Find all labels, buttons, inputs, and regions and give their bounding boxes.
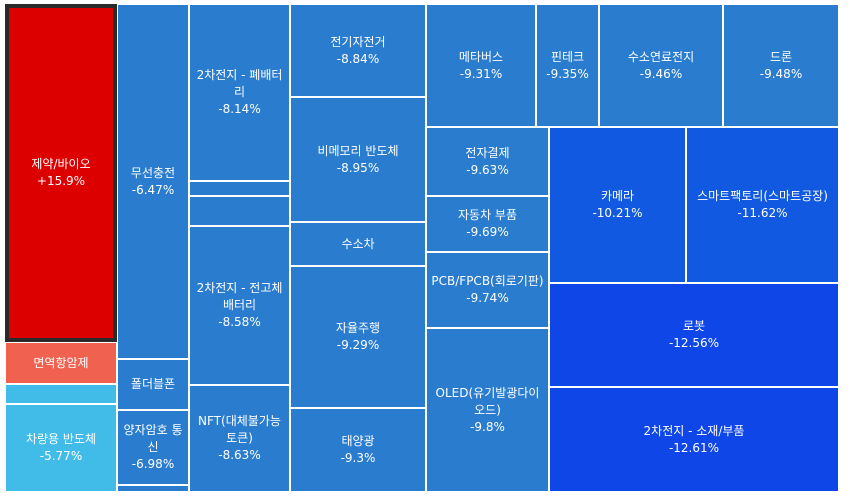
tile-2차전지-소재-부품[interactable]: 2차전지 - 소재/부품 -12.61%	[549, 387, 839, 492]
tile-로봇[interactable]: 로봇 -12.56%	[549, 283, 839, 387]
tile-change: -10.21%	[592, 206, 643, 220]
tile-name: 수소차	[341, 236, 375, 251]
tile-pcb-fpcb-회로기판[interactable]: PCB/FPCB(회로기판) -9.74%	[426, 252, 549, 328]
tile-name: 스마트팩토리(스마트공장)	[697, 189, 828, 203]
tile-change: -11.62%	[737, 206, 788, 220]
tile-차량용-반도체[interactable]: 차량용 반도체 -5.77%	[5, 404, 117, 492]
tile-unlabeled-10[interactable]	[189, 196, 290, 226]
tile-change: -6.98%	[131, 457, 175, 471]
tile-name: 로봇	[682, 319, 706, 333]
tile-면역항암제[interactable]: 면역항암제	[5, 342, 117, 384]
tile-name: OLED(유기발광다이오드)	[435, 385, 540, 417]
tile-name: 태양광	[341, 434, 375, 448]
tile-name: 메타버스	[458, 49, 504, 64]
tile-전기자전거[interactable]: 전기자전거 -8.84%	[290, 4, 426, 97]
tile-2차전지-전고체배터리[interactable]: 2차전지 - 전고체배터리 -8.58%	[189, 226, 290, 385]
tile-name: 카메라	[600, 189, 635, 203]
tile-name: 제약/바이오	[31, 157, 91, 171]
tile-양자암호-통신[interactable]: 양자암호 통신 -6.98%	[117, 410, 189, 485]
tile-change: +15.9%	[36, 174, 86, 188]
tile-change: -5.77%	[39, 449, 83, 463]
tile-제약-바이오[interactable]: 제약/바이오 +15.9%	[5, 4, 117, 342]
tile-name: 차량용 반도체	[25, 432, 97, 446]
tile-드론[interactable]: 드론 -9.48%	[723, 4, 839, 127]
tile-oled-유기발광다이오드[interactable]: OLED(유기발광다이오드) -9.8%	[426, 328, 549, 492]
tile-change: -9.63%	[466, 162, 509, 177]
tile-change: -12.56%	[668, 336, 720, 350]
tile-change: -9.35%	[546, 66, 589, 81]
tile-change: -6.47%	[131, 182, 175, 197]
tile-name: 자율주행	[335, 321, 381, 335]
tile-change: -8.84%	[336, 51, 380, 66]
tile-change: -9.3%	[340, 451, 376, 465]
tile-폴더블폰[interactable]: 폴더블폰	[117, 359, 189, 410]
tile-name: 전자결제	[465, 145, 510, 160]
tile-change: -9.69%	[466, 225, 509, 239]
tile-unlabeled-2[interactable]	[5, 384, 117, 404]
tile-카메라[interactable]: 카메라 -10.21%	[549, 127, 686, 283]
tile-무선충전[interactable]: 무선충전 -6.47%	[117, 4, 189, 359]
tile-change: -8.58%	[218, 315, 261, 329]
tile-비메모리-반도체[interactable]: 비메모리 반도체 -8.95%	[290, 97, 426, 222]
tile-change: -9.8%	[470, 419, 505, 434]
tile-name: 면역항암제	[33, 355, 89, 370]
tile-change: -9.46%	[639, 66, 683, 81]
tile-메타버스[interactable]: 메타버스 -9.31%	[426, 4, 536, 127]
tile-change: -12.61%	[668, 440, 720, 455]
tile-자동차-부품[interactable]: 자동차 부품 -9.69%	[426, 196, 549, 252]
tile-name: 2차전지 - 전고체배터리	[196, 281, 283, 312]
tile-name: 비메모리 반도체	[317, 143, 399, 158]
tile-name: 자동차 부품	[457, 208, 517, 222]
tile-name: 폴더블폰	[130, 377, 176, 391]
tile-name: 2차전지 - 폐배터리	[196, 68, 283, 99]
tile-change: -9.74%	[466, 291, 509, 305]
tile-name: 2차전지 - 소재/부품	[643, 423, 745, 438]
tile-change: -9.48%	[759, 66, 803, 81]
tile-name: 수소연료전지	[627, 49, 695, 64]
tile-name: 드론	[769, 49, 793, 64]
tile-핀테크[interactable]: 핀테크 -9.35%	[536, 4, 599, 127]
tile-name: 핀테크	[550, 49, 585, 64]
tile-2차전지-폐배터리[interactable]: 2차전지 - 폐배터리 -8.14%	[189, 4, 290, 181]
tile-name: 양자암호 통신	[123, 423, 183, 454]
tile-name: NFT(대체불가능토큰)	[198, 414, 281, 445]
tile-nft-대체불가능토큰[interactable]: NFT(대체불가능토큰) -8.63%	[189, 385, 290, 492]
tile-change: -9.31%	[459, 66, 503, 81]
tile-태양광[interactable]: 태양광 -9.3%	[290, 408, 426, 492]
tile-name: 무선충전	[130, 165, 176, 180]
tile-unlabeled-9[interactable]	[189, 181, 290, 196]
tile-change: -9.29%	[336, 338, 380, 352]
tile-name: 전기자전거	[330, 34, 386, 49]
tile-스마트팩토리-스마트공장[interactable]: 스마트팩토리(스마트공장) -11.62%	[686, 127, 839, 283]
tile-change: -8.95%	[336, 160, 380, 175]
tile-unlabeled-7[interactable]	[117, 485, 189, 492]
tile-수소차[interactable]: 수소차	[290, 222, 426, 266]
tile-수소연료전지[interactable]: 수소연료전지 -9.46%	[599, 4, 723, 127]
tile-name: PCB/FPCB(회로기판)	[431, 274, 544, 288]
tile-change: -8.63%	[218, 448, 261, 462]
tile-change: -8.14%	[218, 102, 261, 116]
tile-자율주행[interactable]: 자율주행 -9.29%	[290, 266, 426, 408]
tile-전자결제[interactable]: 전자결제 -9.63%	[426, 127, 549, 196]
